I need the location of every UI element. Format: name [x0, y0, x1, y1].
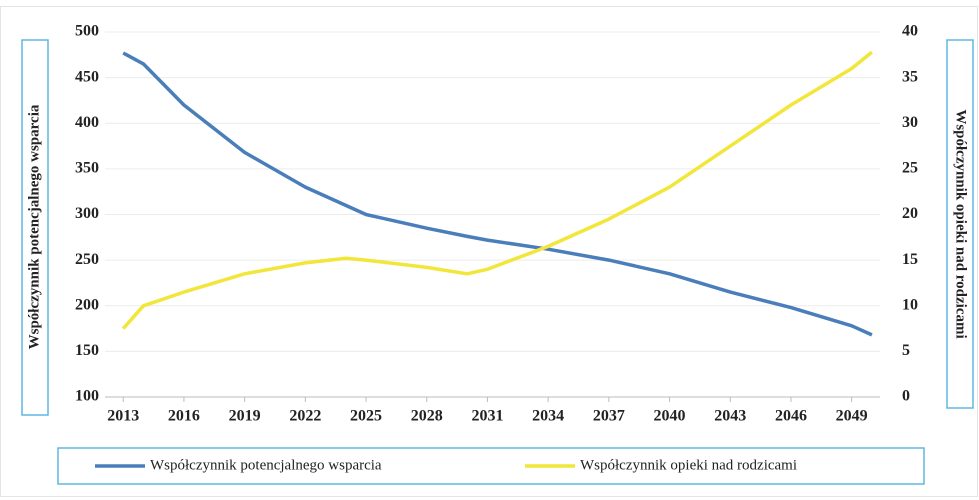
x-tick-label: 2013	[107, 408, 139, 425]
line-series	[121, 50, 874, 330]
y2-tick-label: 10	[902, 296, 918, 313]
x-tick-label: 2049	[836, 408, 868, 425]
y2-label-box	[946, 39, 974, 409]
legend-text: Współczynnik potencjalnego wsparcia	[150, 457, 382, 473]
y-tick-label: 350	[75, 160, 99, 177]
x-tick-label: 2043	[714, 408, 746, 425]
y-label-box	[21, 39, 49, 416]
y-tick-label: 250	[75, 251, 99, 268]
y2-tick-label: 30	[902, 114, 918, 131]
y2-tick-label: 5	[902, 342, 910, 359]
y-tick-label: 200	[75, 296, 99, 313]
x-tick-label: 2031	[471, 408, 503, 425]
y-tick-label: 450	[75, 68, 99, 85]
y-axis-title: Współczynnik potencjalnego wsparcia	[26, 104, 42, 349]
y2-tick-label: 35	[902, 68, 918, 85]
x-tick-label: 2025	[350, 408, 382, 425]
x-tick-label: 2016	[168, 408, 200, 425]
y-tick-label: 150	[75, 342, 99, 359]
frame	[0, 6, 978, 497]
x-tick-label: 2022	[289, 408, 321, 425]
y-tick-label: 300	[75, 205, 99, 222]
y2-tick-label: 15	[902, 251, 918, 268]
legend-box	[57, 447, 925, 485]
x-tick-label: 2028	[411, 408, 443, 425]
x-tick-label: 2019	[229, 408, 261, 425]
line-series	[122, 51, 873, 337]
y2-tick-label: 20	[902, 205, 918, 222]
y2-axis-title: Współczynnik opieki nad rodzicami	[953, 109, 969, 338]
legend-text: Współczynnik opieki nad rodzicami	[580, 457, 797, 473]
x-tick-label: 2034	[532, 408, 564, 425]
y-tick-label: 100	[75, 388, 99, 405]
x-tick-label: 2040	[654, 408, 686, 425]
x-tick-label: 2037	[593, 408, 625, 425]
y2-tick-label: 25	[902, 160, 918, 177]
y2-tick-label: 40	[902, 23, 918, 40]
y-tick-label: 400	[75, 114, 99, 131]
y2-tick-label: 0	[902, 388, 910, 405]
y-tick-label: 500	[75, 23, 99, 40]
x-tick-label: 2046	[775, 408, 807, 425]
